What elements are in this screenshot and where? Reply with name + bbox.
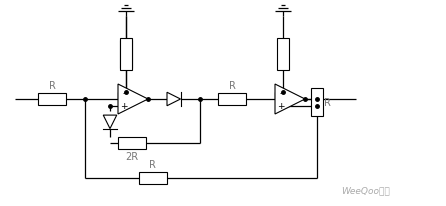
Text: R: R bbox=[49, 81, 55, 91]
Bar bbox=[120, 39, 132, 71]
Bar bbox=[139, 172, 166, 184]
Polygon shape bbox=[167, 93, 181, 106]
Polygon shape bbox=[118, 85, 148, 115]
Text: -: - bbox=[122, 88, 126, 97]
Text: -: - bbox=[279, 88, 283, 97]
Text: R: R bbox=[149, 159, 156, 169]
Bar bbox=[218, 94, 246, 105]
Text: +: + bbox=[120, 102, 128, 111]
Text: +: + bbox=[277, 102, 285, 111]
Bar bbox=[118, 137, 146, 149]
Bar bbox=[38, 94, 66, 105]
Text: R: R bbox=[228, 81, 235, 91]
Bar bbox=[120, 41, 132, 69]
Polygon shape bbox=[275, 85, 305, 115]
Text: 2R: 2R bbox=[125, 151, 139, 161]
Polygon shape bbox=[103, 116, 117, 129]
Bar bbox=[277, 39, 289, 71]
Text: R: R bbox=[324, 98, 331, 108]
Text: WeeQoo维库: WeeQoo维库 bbox=[341, 185, 390, 194]
Bar bbox=[311, 89, 323, 117]
